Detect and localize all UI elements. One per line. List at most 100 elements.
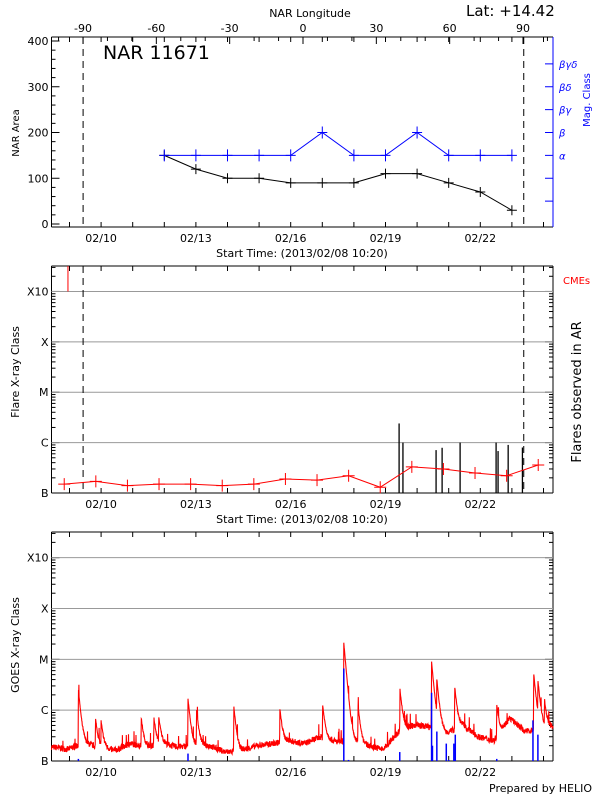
mag-class-marker — [285, 149, 296, 162]
top-x-tick-label: 02/13 — [180, 232, 212, 245]
mag-class-point — [317, 126, 328, 139]
area-point — [380, 168, 391, 179]
mag-class-point — [285, 149, 296, 162]
top-y-tick-label: 300 — [28, 81, 49, 94]
ar-flux-marker — [532, 458, 545, 471]
ar-flux-marker — [342, 469, 355, 482]
mag-class-point — [380, 149, 391, 162]
mag-class-marker — [380, 149, 391, 162]
area-point — [190, 164, 201, 175]
top-x-axis-label: Start Time: (2013/02/08 10:20) — [216, 247, 388, 260]
area-point — [317, 177, 328, 188]
middle-y2-axis-label: Flares observed in AR — [570, 321, 585, 462]
mag-class-marker — [190, 149, 201, 162]
area-marker — [254, 173, 265, 184]
middle-x-tick-label: 02/13 — [180, 498, 212, 511]
ar-flux-marker — [89, 475, 102, 488]
area-line — [164, 154, 513, 211]
middle-y-tick-label: C — [41, 437, 49, 450]
mag-class-tick-label: α — [559, 151, 566, 162]
area-marker — [380, 168, 391, 179]
bottom-y-tick-label: B — [41, 755, 49, 768]
top-y-tick-label: 100 — [28, 172, 49, 185]
ar-flux-marker — [469, 466, 482, 479]
area-point — [443, 177, 454, 188]
area-marker — [412, 168, 423, 179]
bottom-x-tick-label: 02/16 — [275, 766, 307, 779]
goes-flux-line — [50, 642, 554, 756]
area-marker — [285, 177, 296, 188]
top-y-tick-label: 400 — [28, 35, 49, 48]
cme-label: CMEs — [563, 276, 590, 287]
ar-flux-marker — [311, 474, 324, 487]
top-y-tick-label: 200 — [28, 127, 49, 140]
top-x-tick-label: 02/19 — [370, 232, 402, 245]
ar-flux-marker — [500, 469, 513, 482]
mag-class-marker — [348, 149, 359, 162]
middle-x-axis-label: Start Time: (2013/02/08 10:20) — [216, 513, 388, 526]
area-point — [222, 173, 233, 184]
area-marker — [222, 173, 233, 184]
top-x-tick-label: 02/16 — [275, 232, 307, 245]
area-marker — [475, 186, 486, 197]
middle-y-tick-label: M — [39, 386, 49, 399]
mag-class-point — [222, 149, 233, 162]
mag-class-point — [159, 149, 170, 162]
ar-flux-marker — [247, 478, 260, 491]
top-lon-tick-label: 0 — [300, 22, 307, 35]
mag-class-line — [164, 131, 512, 156]
bottom-y-tick-label: X10 — [27, 552, 49, 565]
latitude-label: Lat: +14.42 — [466, 2, 555, 20]
mag-class-marker — [254, 149, 265, 162]
top-lon-tick-label: -30 — [221, 22, 239, 35]
mag-class-tick-label: βγδ — [558, 60, 577, 71]
area-point — [254, 173, 265, 184]
bottom-x-tick-label: 02/19 — [370, 766, 402, 779]
top-lon-tick-label: 60 — [443, 22, 457, 35]
credit-label: Prepared by HELIO — [489, 782, 592, 795]
area-point — [285, 177, 296, 188]
mag-class-marker — [159, 149, 170, 162]
ar-flux-marker — [121, 479, 134, 492]
mag-class-point — [190, 149, 201, 162]
mag-class-point — [443, 149, 454, 162]
area-marker — [506, 205, 517, 216]
mag-class-tick-label: βγ — [558, 106, 572, 117]
bottom-y-tick-label: X — [41, 603, 49, 616]
mag-class-tick-label: β — [558, 129, 566, 140]
middle-x-tick-label: 02/19 — [370, 498, 402, 511]
bottom-y-axis-label: GOES X-ray Class — [9, 597, 22, 693]
bottom-y-tick-label: C — [41, 704, 49, 717]
mag-class-point — [506, 149, 517, 162]
middle-x-tick-label: 02/10 — [85, 498, 117, 511]
bottom-x-tick-label: 02/22 — [464, 766, 496, 779]
ar-flux-marker — [405, 460, 418, 473]
mag-class-marker — [475, 149, 486, 162]
mag-class-point — [254, 149, 265, 162]
ar-flux-marker — [279, 472, 292, 485]
bottom-y-tick-label: M — [39, 653, 49, 666]
bottom-x-tick-label: 02/10 — [85, 766, 117, 779]
top-y2-axis-label: Mag. Class — [582, 73, 593, 127]
ar-flux-marker — [184, 478, 197, 491]
area-marker — [443, 177, 454, 188]
top-x-tick-label: 02/10 — [85, 232, 117, 245]
middle-x-tick-label: 02/16 — [275, 498, 307, 511]
area-point — [412, 168, 423, 179]
mag-class-marker — [506, 149, 517, 162]
middle-x-tick-label: 02/22 — [464, 498, 496, 511]
mag-class-marker — [222, 149, 233, 162]
top-lon-tick-label: 30 — [369, 22, 383, 35]
bottom-x-tick-label: 02/13 — [180, 766, 212, 779]
mag-class-marker — [317, 126, 328, 139]
top-lon-tick-label: -60 — [147, 22, 165, 35]
ar-flux-marker — [216, 479, 229, 492]
mag-class-point — [412, 126, 423, 139]
mag-class-point — [348, 149, 359, 162]
middle-y-tick-label: X10 — [27, 285, 49, 298]
ar-flux-marker — [374, 481, 387, 494]
ar-flux-line — [64, 464, 539, 488]
mag-class-tick-label: βδ — [558, 83, 572, 94]
middle-y-axis-label: Flare X-ray Class — [9, 326, 22, 418]
